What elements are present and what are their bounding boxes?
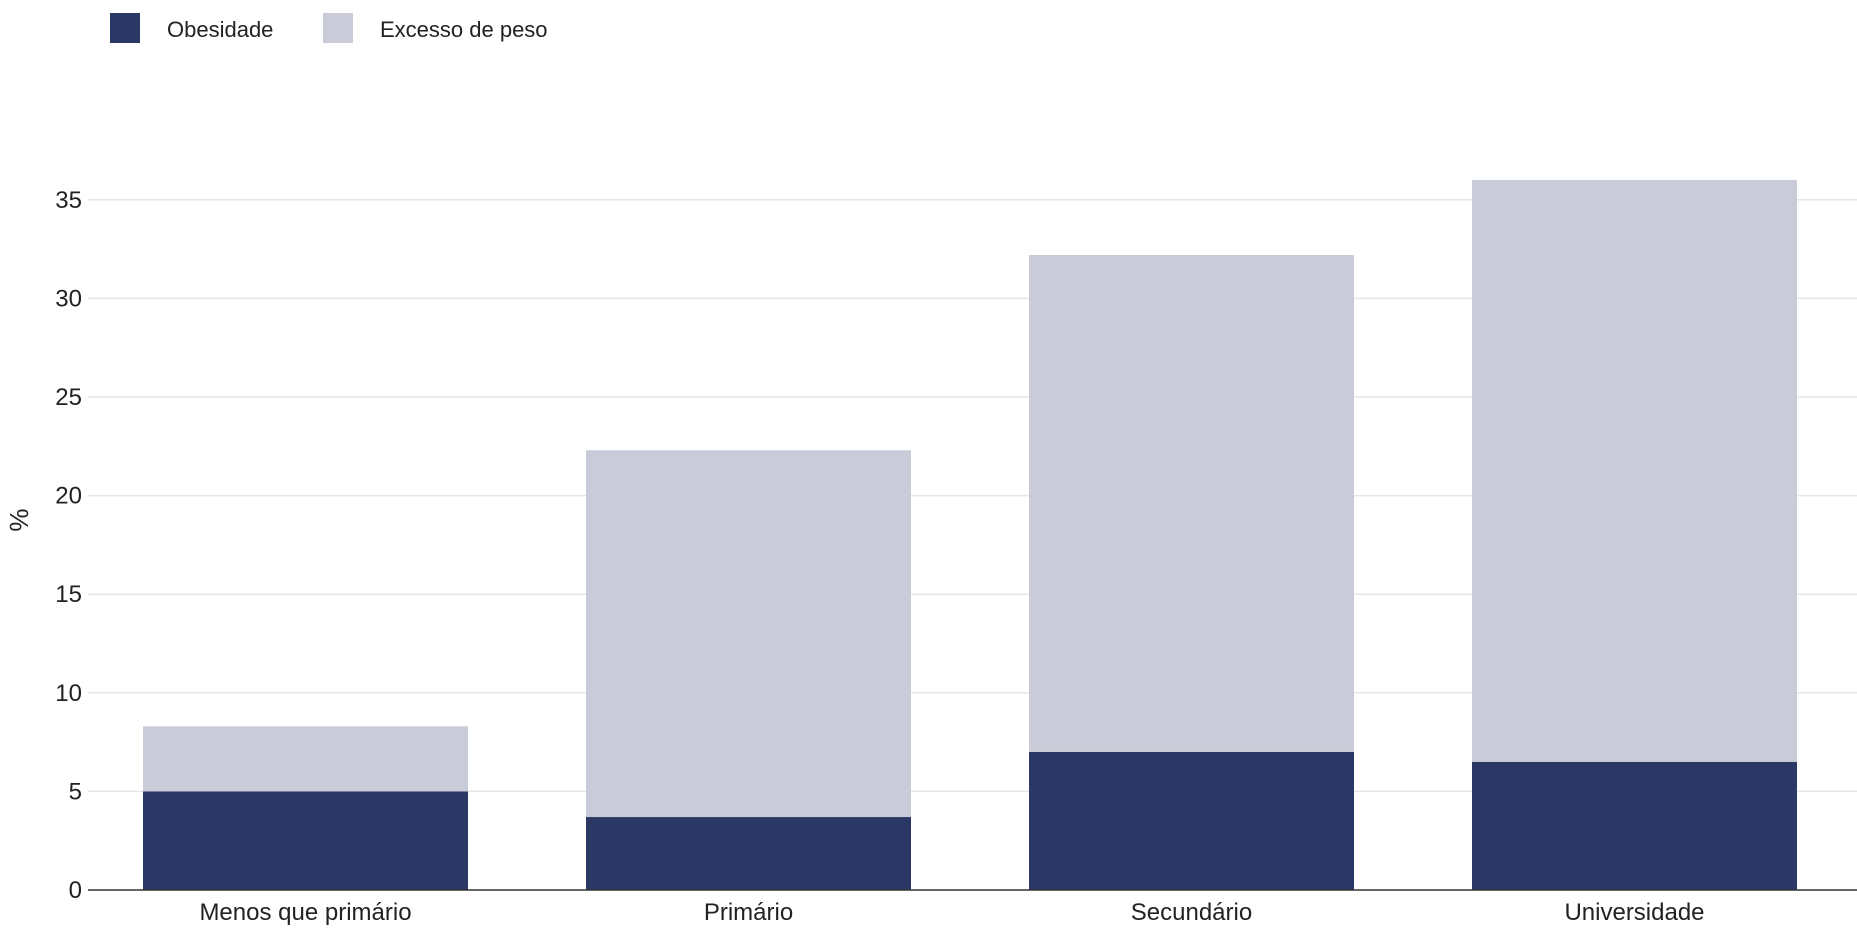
y-tick-label-30: 30: [55, 285, 82, 312]
bar-obesidade-secundario: [1029, 751, 1354, 890]
y-tick-label-5: 5: [69, 778, 82, 805]
gridlines: [88, 199, 1857, 793]
y-axis-ticks: 0 5 10 15 20 25 30 35: [55, 187, 82, 904]
x-tick-label-primario: Primário: [704, 899, 793, 926]
y-tick-label-35: 35: [55, 187, 82, 214]
y-tick-label-10: 10: [55, 680, 82, 707]
y-tick-label-15: 15: [55, 581, 82, 608]
bar-excesso-de-peso-menos-que-primario: [143, 726, 468, 792]
legend-swatch-obesidade: [110, 13, 140, 43]
legend-label-obesidade: Obesidade: [167, 17, 273, 42]
bar-obesidade-universidade: [1472, 761, 1797, 890]
bar-excesso-de-peso-secundario: [1029, 255, 1354, 752]
y-axis-title: %: [4, 508, 34, 531]
bar-excesso-de-peso-primario: [586, 450, 911, 818]
x-tick-label-universidade: Universidade: [1564, 899, 1704, 926]
legend-swatch-excesso-de-peso: [323, 13, 353, 43]
x-axis-ticks: Menos que primário Primário Secundário Univ…: [199, 899, 1704, 926]
x-tick-label-menos-que-primario: Menos que primário: [199, 899, 411, 926]
y-tick-label-0: 0: [69, 877, 82, 904]
y-tick-label-20: 20: [55, 483, 82, 510]
legend-label-excesso-de-peso: Excesso de peso: [380, 17, 548, 42]
y-tick-label-25: 25: [55, 384, 82, 411]
bar-excesso-de-peso-universidade: [1472, 180, 1797, 762]
x-tick-label-secundario: Secundário: [1131, 899, 1252, 926]
bar-obesidade-menos-que-primario: [143, 791, 468, 890]
bars: [143, 180, 1797, 890]
chart-legend: Obesidade Excesso de peso: [110, 13, 548, 43]
bar-obesidade-primario: [586, 817, 911, 890]
